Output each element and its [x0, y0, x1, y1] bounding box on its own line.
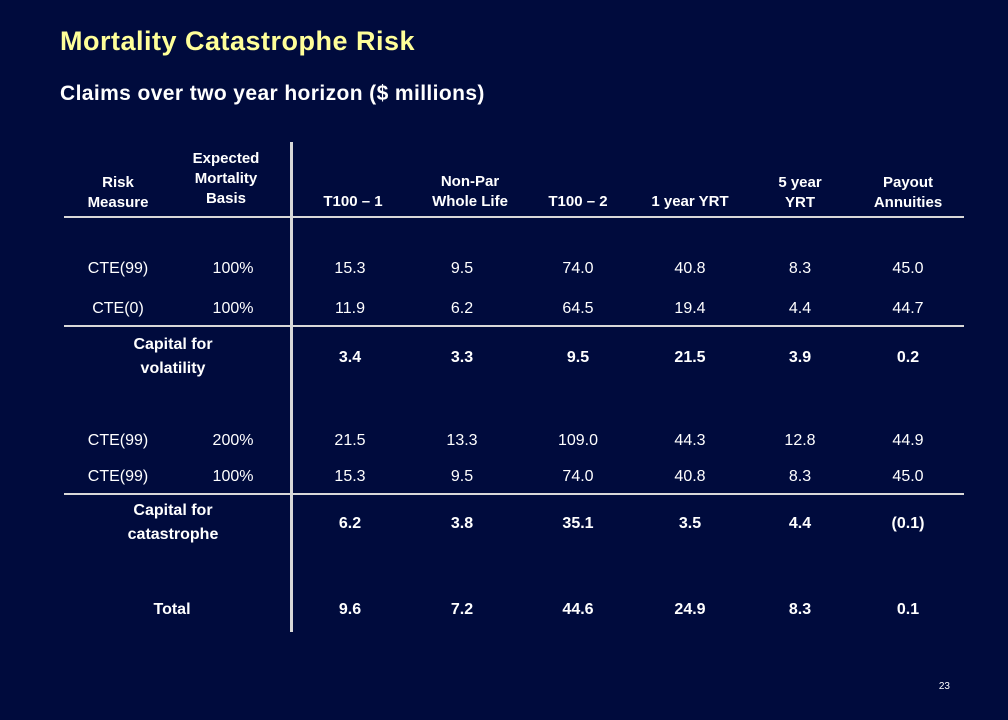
- header-risk-measure: Risk Measure: [88, 173, 149, 213]
- header-line: Non-Par: [440, 173, 500, 190]
- slide-title: Mortality Catastrophe Risk: [60, 26, 416, 56]
- row-value: 8.3: [788, 601, 812, 618]
- row-value: 3.4: [338, 349, 362, 366]
- row-value: 4.4: [788, 300, 812, 317]
- header-line: Expected: [192, 150, 260, 167]
- row-value: 9.5: [450, 468, 474, 485]
- header-mortality-basis: Expected Mortality Basis: [193, 149, 260, 209]
- header-payout-annuities: Payout Annuities: [874, 173, 942, 213]
- row-value: 45.0: [892, 260, 924, 277]
- header-line: Annuities: [873, 194, 943, 211]
- header-t100-1: T100 – 1: [323, 192, 382, 212]
- row-label: Capital for catastrophe: [128, 499, 219, 547]
- row-value: 44.9: [892, 432, 924, 449]
- row-value: 3.8: [450, 515, 474, 532]
- label-line: Capital for: [133, 336, 213, 353]
- page-number: 23: [938, 681, 950, 692]
- row-value: 9.5: [566, 349, 590, 366]
- column-divider: [290, 142, 293, 632]
- row-risk-measure: CTE(99): [87, 468, 149, 485]
- row-value: 3.3: [450, 349, 474, 366]
- row-value: 45.0: [892, 468, 924, 485]
- header-line: Risk: [102, 174, 134, 191]
- row-risk-measure: CTE(0): [92, 300, 144, 317]
- row-value: 6.2: [338, 515, 362, 532]
- row-value: 0.2: [896, 349, 920, 366]
- header-line: 5 year: [778, 174, 822, 191]
- row-value: 19.4: [674, 300, 706, 317]
- row-value: 40.8: [674, 468, 706, 485]
- row-value: 64.5: [562, 300, 594, 317]
- header-rule: [64, 216, 964, 218]
- row-mortality-basis: 200%: [212, 432, 254, 449]
- label-line: volatility: [140, 360, 206, 377]
- row-value: 24.9: [674, 601, 706, 618]
- row-value: 0.1: [896, 601, 920, 618]
- row-value: (0.1): [891, 515, 925, 532]
- row-value: 4.4: [788, 515, 812, 532]
- catastrophe-rule: [64, 493, 964, 495]
- row-value: 44.6: [562, 601, 594, 618]
- header-line: Basis: [205, 190, 247, 207]
- row-risk-measure: CTE(99): [87, 432, 149, 449]
- header-line: YRT: [785, 194, 815, 211]
- row-value: 3.5: [678, 515, 702, 532]
- header-line: T100 – 1: [323, 193, 383, 210]
- row-value: 11.9: [335, 300, 365, 317]
- header-1-year-yrt: 1 year YRT: [651, 192, 728, 212]
- row-value: 15.3: [334, 260, 366, 277]
- row-mortality-basis: 100%: [212, 300, 254, 317]
- row-mortality-basis: 100%: [212, 260, 254, 277]
- volatility-rule: [64, 325, 964, 327]
- header-line: Mortality: [194, 170, 258, 187]
- header-nonpar-whole-life: Non-Par Whole Life: [432, 172, 508, 212]
- row-risk-measure: CTE(99): [87, 260, 149, 277]
- header-5-year-yrt: 5 year YRT: [778, 173, 821, 213]
- row-value: 74.0: [562, 468, 594, 485]
- row-value: 13.3: [446, 432, 478, 449]
- row-value: 8.3: [788, 468, 812, 485]
- row-value: 6.2: [450, 300, 474, 317]
- slide-subtitle: Claims over two year horizon ($ millions…: [60, 82, 485, 105]
- row-label: Capital for volatility: [133, 333, 212, 381]
- row-value: 9.5: [450, 260, 474, 277]
- label-line: Capital for: [133, 502, 213, 519]
- label-line: catastrophe: [127, 526, 219, 543]
- header-line: Whole Life: [432, 193, 508, 210]
- row-value: 40.8: [674, 260, 706, 277]
- header-t100-2: T100 – 2: [548, 192, 607, 212]
- row-value: 44.3: [674, 432, 706, 449]
- row-value: 7.2: [450, 601, 474, 618]
- row-mortality-basis: 100%: [212, 468, 254, 485]
- row-label: Total: [153, 601, 191, 618]
- header-line: T100 – 2: [548, 193, 608, 210]
- row-value: 9.6: [338, 601, 362, 618]
- row-value: 15.3: [334, 468, 366, 485]
- header-line: 1 year YRT: [651, 193, 729, 210]
- row-value: 35.1: [562, 515, 594, 532]
- row-value: 44.7: [892, 300, 924, 317]
- row-value: 109.0: [557, 432, 599, 449]
- row-value: 12.8: [784, 432, 816, 449]
- row-value: 3.9: [788, 349, 812, 366]
- header-line: Payout: [882, 174, 933, 191]
- header-line: Measure: [87, 194, 149, 211]
- row-value: 8.3: [788, 260, 812, 277]
- row-value: 21.5: [334, 432, 366, 449]
- row-value: 74.0: [562, 260, 594, 277]
- row-value: 21.5: [674, 349, 706, 366]
